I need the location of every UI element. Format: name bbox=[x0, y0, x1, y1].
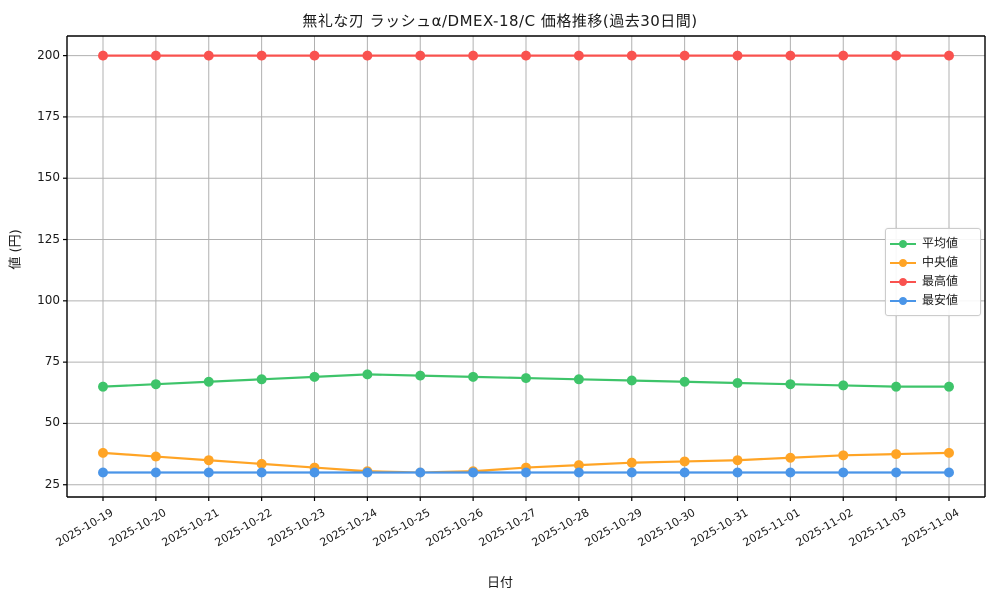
legend-item: 最安値 bbox=[890, 291, 974, 310]
legend-label: 最高値 bbox=[922, 274, 959, 288]
data-point bbox=[891, 467, 902, 478]
legend-swatch-mean bbox=[890, 238, 916, 250]
data-point bbox=[785, 379, 796, 390]
data-point bbox=[468, 467, 479, 478]
data-point bbox=[732, 467, 743, 478]
data-point bbox=[309, 371, 320, 382]
data-point bbox=[626, 375, 637, 386]
y-tick-label: 25 bbox=[44, 476, 60, 491]
data-point bbox=[521, 467, 531, 478]
legend-swatch-max bbox=[890, 276, 916, 288]
data-point bbox=[573, 460, 584, 471]
data-point bbox=[573, 467, 584, 478]
y-tick-label: 175 bbox=[37, 108, 60, 123]
data-point bbox=[150, 451, 161, 462]
data-point bbox=[944, 467, 954, 478]
y-tick-label: 100 bbox=[37, 292, 60, 307]
data-point bbox=[679, 456, 690, 467]
y-axis-tick-labels: 25 50 75 100 125 150 175 200 bbox=[18, 0, 60, 600]
data-point bbox=[944, 447, 954, 458]
data-point bbox=[415, 370, 426, 381]
data-point bbox=[626, 467, 637, 478]
data-point bbox=[944, 381, 954, 392]
data-point bbox=[150, 379, 161, 390]
legend-swatch-median bbox=[890, 257, 916, 269]
data-point bbox=[573, 50, 584, 61]
data-point bbox=[732, 455, 743, 466]
data-point bbox=[785, 467, 796, 478]
data-point bbox=[785, 452, 796, 463]
legend-item: 平均値 bbox=[890, 234, 974, 253]
legend-item: 最高値 bbox=[890, 272, 974, 291]
data-point bbox=[944, 50, 954, 61]
data-point bbox=[203, 376, 214, 387]
data-point bbox=[150, 50, 161, 61]
y-tick-label: 150 bbox=[37, 170, 60, 185]
data-point bbox=[98, 467, 108, 478]
x-axis-label: 日付 bbox=[486, 576, 513, 591]
data-point bbox=[362, 467, 373, 478]
data-point bbox=[838, 467, 849, 478]
data-point bbox=[679, 50, 690, 61]
legend-swatch-min bbox=[890, 295, 916, 307]
data-point bbox=[415, 467, 426, 478]
data-point bbox=[679, 376, 690, 387]
data-point bbox=[203, 467, 214, 478]
data-point bbox=[203, 455, 214, 466]
data-point bbox=[838, 380, 849, 391]
data-point bbox=[626, 50, 637, 61]
data-point bbox=[309, 467, 320, 478]
data-point bbox=[838, 50, 849, 61]
data-point bbox=[309, 50, 320, 61]
data-point bbox=[415, 50, 426, 61]
data-point bbox=[521, 373, 531, 384]
data-point bbox=[203, 50, 214, 61]
data-point bbox=[626, 457, 637, 468]
legend-label: 中央値 bbox=[922, 255, 959, 269]
data-point bbox=[98, 50, 108, 61]
data-point bbox=[521, 50, 531, 61]
data-point bbox=[150, 467, 161, 478]
legend-label: 最安値 bbox=[922, 293, 959, 307]
data-point bbox=[732, 377, 743, 388]
data-point bbox=[679, 467, 690, 478]
data-point bbox=[573, 374, 584, 385]
data-point bbox=[891, 381, 902, 392]
legend-label: 平均値 bbox=[922, 236, 959, 250]
data-point bbox=[732, 50, 743, 61]
data-point bbox=[468, 371, 479, 382]
y-tick-label: 200 bbox=[37, 47, 60, 62]
data-point bbox=[468, 50, 479, 61]
data-point bbox=[838, 450, 849, 461]
data-point bbox=[891, 449, 902, 460]
y-tick-label: 50 bbox=[44, 415, 60, 430]
data-point bbox=[362, 50, 373, 61]
data-point bbox=[785, 50, 796, 61]
y-tick-label: 125 bbox=[37, 231, 60, 246]
legend-item: 中央値 bbox=[890, 253, 974, 272]
data-point bbox=[256, 467, 267, 478]
chart-title: 無礼な刃 ラッシュα/DMEX-18/C 価格推移(過去30日間) bbox=[302, 12, 698, 30]
data-point bbox=[256, 374, 267, 385]
chart-legend: 平均値 中央値 最高値 最安値 bbox=[885, 228, 981, 316]
y-tick-label: 75 bbox=[44, 354, 60, 369]
data-point bbox=[98, 447, 108, 458]
data-point bbox=[891, 50, 902, 61]
data-point bbox=[362, 369, 373, 380]
data-point bbox=[256, 50, 267, 61]
data-point bbox=[98, 381, 108, 392]
data-point bbox=[256, 458, 267, 469]
